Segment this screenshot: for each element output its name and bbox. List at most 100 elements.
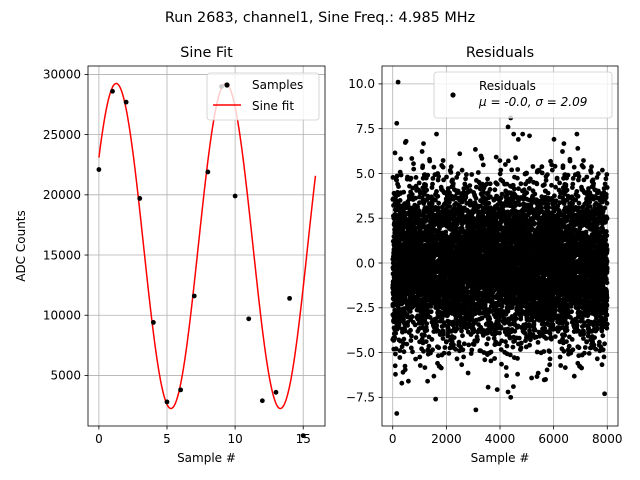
residual-point [392, 335, 398, 341]
sine-fit-ytick-label: 20000 [43, 188, 81, 202]
residual-point [399, 380, 405, 386]
residual-point [513, 155, 518, 161]
residual-point [463, 176, 468, 182]
residual-point [492, 187, 498, 193]
residual-point [396, 184, 401, 190]
residual-point [518, 181, 524, 187]
sample-point [123, 99, 129, 105]
residual-point [408, 175, 414, 181]
residual-point [441, 331, 446, 337]
residual-point [430, 176, 436, 181]
residual-point [430, 347, 435, 353]
residual-point [438, 365, 444, 371]
residual-point [408, 338, 414, 343]
residual-point [480, 162, 486, 168]
sample-point [137, 196, 143, 201]
residual-point [435, 314, 441, 320]
residual-point [503, 365, 509, 370]
residual-point [435, 205, 441, 211]
residual-point [485, 176, 490, 182]
residual-point [520, 131, 526, 137]
sine-fit-curve-layer [98, 82, 317, 410]
residual-point [405, 314, 410, 320]
residual-point [469, 172, 475, 177]
residual-point [454, 326, 460, 332]
residual-point [392, 150, 398, 156]
residual-point [461, 354, 466, 360]
residual-point [455, 171, 461, 177]
residual-point [401, 349, 407, 355]
residual-point [390, 175, 396, 180]
residual-point [484, 341, 490, 347]
residual-point [475, 337, 480, 342]
residual-point [446, 351, 452, 356]
residual-point [465, 370, 471, 376]
residual-point [435, 193, 441, 199]
residual-point [393, 330, 399, 336]
residual-point [436, 174, 441, 179]
residual-point [429, 337, 435, 342]
residual-point [485, 336, 491, 342]
residual-point [506, 158, 511, 164]
residual-point [454, 356, 460, 362]
sine-fit-grid [88, 66, 325, 426]
residual-point [397, 355, 403, 360]
residual-point [416, 180, 422, 186]
residual-point [479, 156, 485, 161]
residual-point [421, 348, 426, 354]
sample-point [150, 320, 156, 325]
residual-point [448, 170, 454, 175]
residual-point [441, 350, 447, 356]
residual-point [406, 378, 411, 384]
residual-point [413, 356, 418, 362]
sine-fit-xtick-label: 5 [163, 432, 171, 446]
residual-point [473, 147, 478, 152]
residual-point [503, 339, 508, 345]
residual-point [407, 309, 413, 314]
residual-point [431, 373, 437, 379]
residual-point [486, 200, 492, 206]
residual-point [515, 356, 520, 361]
residual-point [409, 333, 414, 339]
sample-point [300, 433, 306, 439]
residual-point [408, 345, 414, 351]
residual-point [515, 137, 521, 142]
residual-point [436, 200, 442, 206]
residual-point [425, 172, 431, 178]
residual-point [397, 348, 403, 353]
residual-point [409, 192, 415, 197]
residual-point [401, 189, 407, 195]
residual-point [511, 131, 517, 137]
residual-point [433, 197, 438, 203]
residual-point [427, 158, 433, 164]
residual-point [410, 349, 415, 355]
residual-point [398, 172, 404, 178]
residual-point [426, 343, 432, 349]
residual-point [434, 323, 440, 328]
residual-point [459, 362, 465, 368]
sample-point [259, 398, 265, 404]
residual-point [435, 353, 441, 359]
residual-point [447, 204, 453, 210]
residual-point [515, 175, 520, 181]
residual-point [397, 198, 403, 203]
residual-point [417, 363, 423, 368]
residuals-title: Residuals [466, 45, 534, 61]
residual-point [400, 226, 406, 232]
sine-fit-curve [98, 82, 317, 410]
residual-point [440, 158, 446, 163]
sine-fit-xlabel: Sample # [177, 451, 236, 465]
sample-point [178, 387, 184, 393]
residual-point [498, 167, 504, 173]
residual-point [466, 342, 472, 348]
residual-point [428, 304, 434, 309]
residual-point [428, 309, 434, 315]
residual-point [509, 167, 515, 173]
residual-point [515, 167, 521, 172]
residual-point [459, 167, 465, 173]
residual-point [451, 335, 457, 340]
residual-point [473, 195, 479, 201]
residual-point [491, 197, 497, 203]
residual-point [421, 237, 427, 243]
